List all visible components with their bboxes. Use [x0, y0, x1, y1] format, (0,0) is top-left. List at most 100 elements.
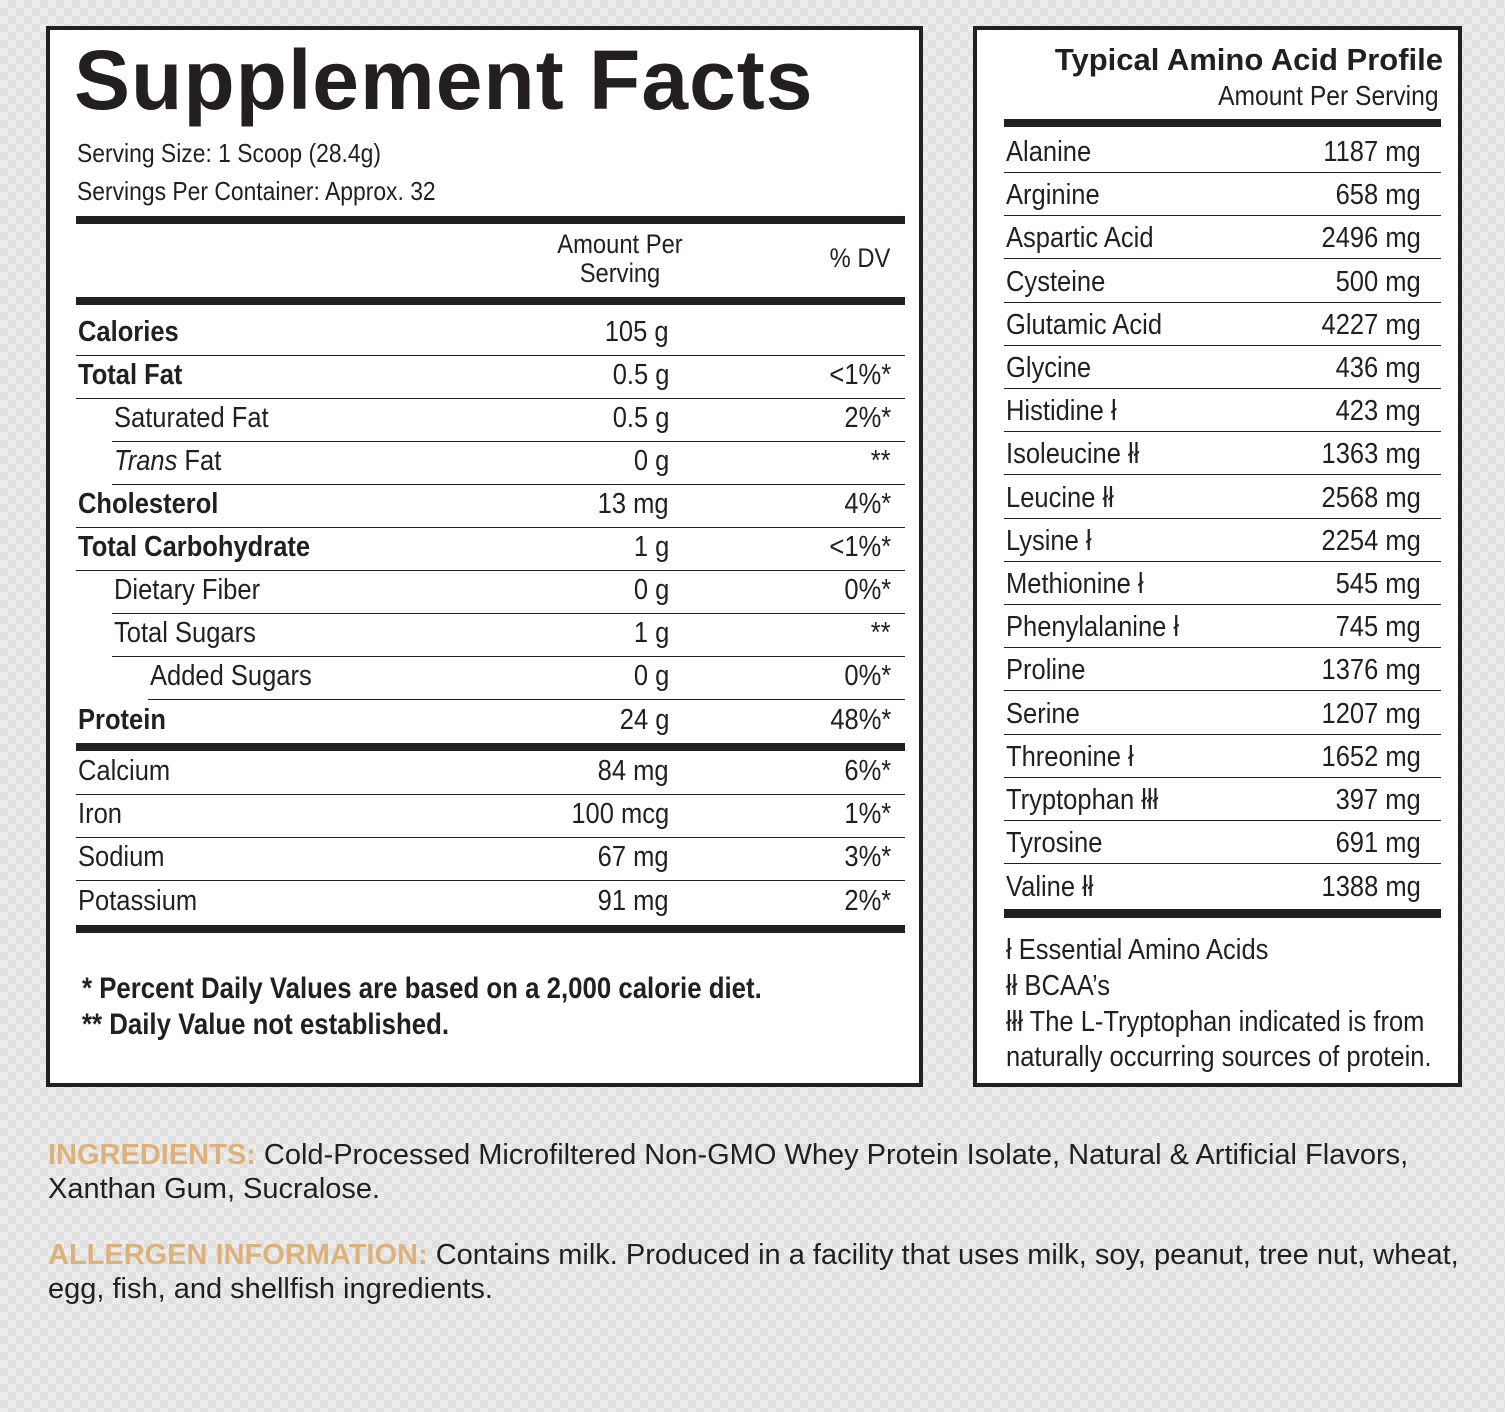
nutrient-dv: 3%* [844, 841, 891, 873]
nutrient-amount: 105 g [605, 316, 669, 348]
amino-value: 1363 mg [1321, 438, 1421, 471]
nutrient-name: Iron [78, 798, 122, 830]
nutrient-row: Calories 105 g [76, 313, 905, 356]
nutrient-name: Protein [78, 704, 166, 736]
nutrient-row: Total Fat 0.5 g <1%* [76, 356, 905, 399]
nutrient-row: Trans Fat 0 g ** [112, 442, 905, 485]
amino-value: 1652 mg [1321, 740, 1421, 773]
supplement-facts-panel: Supplement Facts Serving Size: 1 Scoop (… [46, 26, 923, 1087]
amino-name: Arginine [1006, 179, 1100, 212]
amino-value: 658 mg [1335, 179, 1421, 212]
servings-per-container: Servings Per Container: Approx. 32 [77, 176, 436, 206]
amino-value: 1207 mg [1321, 697, 1421, 730]
thick-divider [76, 297, 905, 305]
amino-profile-subtitle: Amount Per Serving [1218, 80, 1439, 111]
nutrient-row: Potassium 91 mg 2%* [76, 881, 905, 924]
amino-name: Threonine ł [1006, 740, 1134, 773]
thick-divider [76, 216, 905, 224]
nutrient-name: Added Sugars [150, 660, 312, 692]
nutrient-dv: ** [871, 617, 891, 649]
amino-name: Tryptophan łłł [1006, 784, 1159, 816]
column-header-amount: Amount Per Serving [557, 229, 683, 288]
thick-divider [1004, 909, 1441, 918]
nutrient-dv: ** [871, 445, 891, 477]
amino-row: Glycine 436 mg [1004, 346, 1441, 389]
ingredients-label: INGREDIENTS: [48, 1139, 256, 1171]
amino-value: 397 mg [1335, 784, 1421, 816]
nutrient-amount: 24 g [619, 704, 669, 736]
amino-row: Methionine ł 545 mg [1004, 562, 1441, 605]
amino-profile-title: Typical Amino Acid Profile [1054, 42, 1443, 77]
amino-row: Cysteine 500 mg [1004, 260, 1441, 303]
amino-name: Lysine ł [1006, 524, 1092, 557]
amino-value: 691 mg [1335, 827, 1421, 860]
nutrient-amount: 84 mg [598, 755, 669, 787]
amino-name: Proline [1006, 654, 1086, 687]
nutrient-name: Total Carbohydrate [78, 531, 311, 563]
nutrient-name: Calcium [78, 755, 171, 787]
footnote-not-established: ** Daily Value not established. [82, 1008, 450, 1041]
allergen-text: ALLERGEN INFORMATION: Contains milk. Pro… [48, 1238, 1468, 1306]
amino-row: Lysine ł 2254 mg [1004, 519, 1441, 562]
nutrient-dv: 0%* [844, 660, 891, 692]
nutrient-dv: 6%* [844, 755, 891, 787]
nutrient-name: Cholesterol [78, 488, 219, 520]
nutrient-name: Sodium [78, 841, 165, 873]
amino-value: 4227 mg [1321, 308, 1421, 341]
amino-value: 2496 mg [1321, 222, 1421, 255]
nutrient-dv: 4%* [844, 488, 891, 520]
footnote-daily-values: * Percent Daily Values are based on a 2,… [82, 972, 762, 1005]
nutrient-amount: 1 g [633, 617, 669, 649]
amino-name: Glycine [1006, 352, 1092, 384]
allergen-body: Contains milk. Produced in a facility th… [48, 1239, 1459, 1305]
nutrient-row: Total Carbohydrate 1 g <1%* [76, 528, 905, 571]
nutrient-amount: 13 mg [598, 488, 669, 520]
nutrient-dv: 1%* [844, 798, 891, 830]
amino-value: 2568 mg [1321, 481, 1421, 514]
thick-divider [76, 925, 905, 933]
nutrient-dv: 2%* [844, 885, 891, 917]
nutrient-amount: 0.5 g [612, 359, 669, 391]
nutrient-row: Dietary Fiber 0 g 0%* [112, 571, 905, 614]
supplement-facts-title: Supplement Facts [74, 33, 814, 127]
nutrient-name: Total Fat [78, 359, 183, 391]
amino-value: 423 mg [1335, 395, 1421, 428]
amino-row: Aspartic Acid 2496 mg [1004, 216, 1441, 260]
amino-row: Glutamic Acid 4227 mg [1004, 303, 1441, 346]
nutrient-name: Calories [78, 316, 179, 348]
legend-bcaa: łł BCAA’s [1006, 970, 1111, 1002]
serving-size: Serving Size: 1 Scoop (28.4g) [77, 138, 381, 168]
amino-row: Tryptophan łłł 397 mg [1004, 778, 1441, 821]
nutrient-dv: 48%* [829, 704, 891, 736]
nutrient-amount: 0 g [633, 660, 669, 692]
amino-name: Phenylalanine ł [1006, 611, 1180, 644]
nutrient-row: Iron 100 mcg 1%* [76, 795, 905, 838]
amino-name: Tyrosine [1006, 827, 1103, 860]
nutrient-row: Cholesterol 13 mg 4%* [76, 485, 905, 528]
nutrient-row: Total Sugars 1 g ** [112, 614, 905, 657]
amino-row: Isoleucine łł 1363 mg [1004, 432, 1441, 476]
nutrient-amount: 0 g [633, 445, 669, 477]
legend-tryptophan: łłł The L-Tryptophan indicated is from [1006, 1006, 1425, 1038]
ingredients-body: Cold-Processed Microfiltered Non-GMO Whe… [48, 1139, 1409, 1205]
amino-acid-panel: Typical Amino Acid Profile Amount Per Se… [973, 26, 1462, 1087]
nutrient-name: Potassium [78, 885, 198, 917]
legend-essential: ł Essential Amino Acids [1006, 934, 1269, 966]
amino-value: 500 mg [1335, 265, 1421, 298]
nutrient-amount: 1 g [633, 531, 669, 563]
allergen-label: ALLERGEN INFORMATION: [48, 1239, 428, 1271]
amino-value: 1187 mg [1323, 136, 1421, 168]
nutrient-row: Sodium 67 mg 3%* [76, 838, 905, 881]
amino-row: Tyrosine 691 mg [1004, 821, 1441, 865]
amino-name: Glutamic Acid [1006, 308, 1163, 341]
amino-row: Serine 1207 mg [1004, 692, 1441, 735]
nutrient-name: Saturated Fat [114, 402, 269, 434]
amino-name: Methionine ł [1006, 568, 1144, 600]
amino-name: Isoleucine łł [1006, 438, 1140, 471]
nutrient-amount: 100 mcg [571, 798, 669, 830]
nutrient-row: Calcium 84 mg 6%* [76, 752, 905, 795]
amino-row: Arginine 658 mg [1004, 173, 1441, 217]
amino-value: 1376 mg [1321, 654, 1421, 687]
nutrient-amount: 91 mg [598, 885, 669, 917]
amino-row: Leucine łł 2568 mg [1004, 476, 1441, 519]
